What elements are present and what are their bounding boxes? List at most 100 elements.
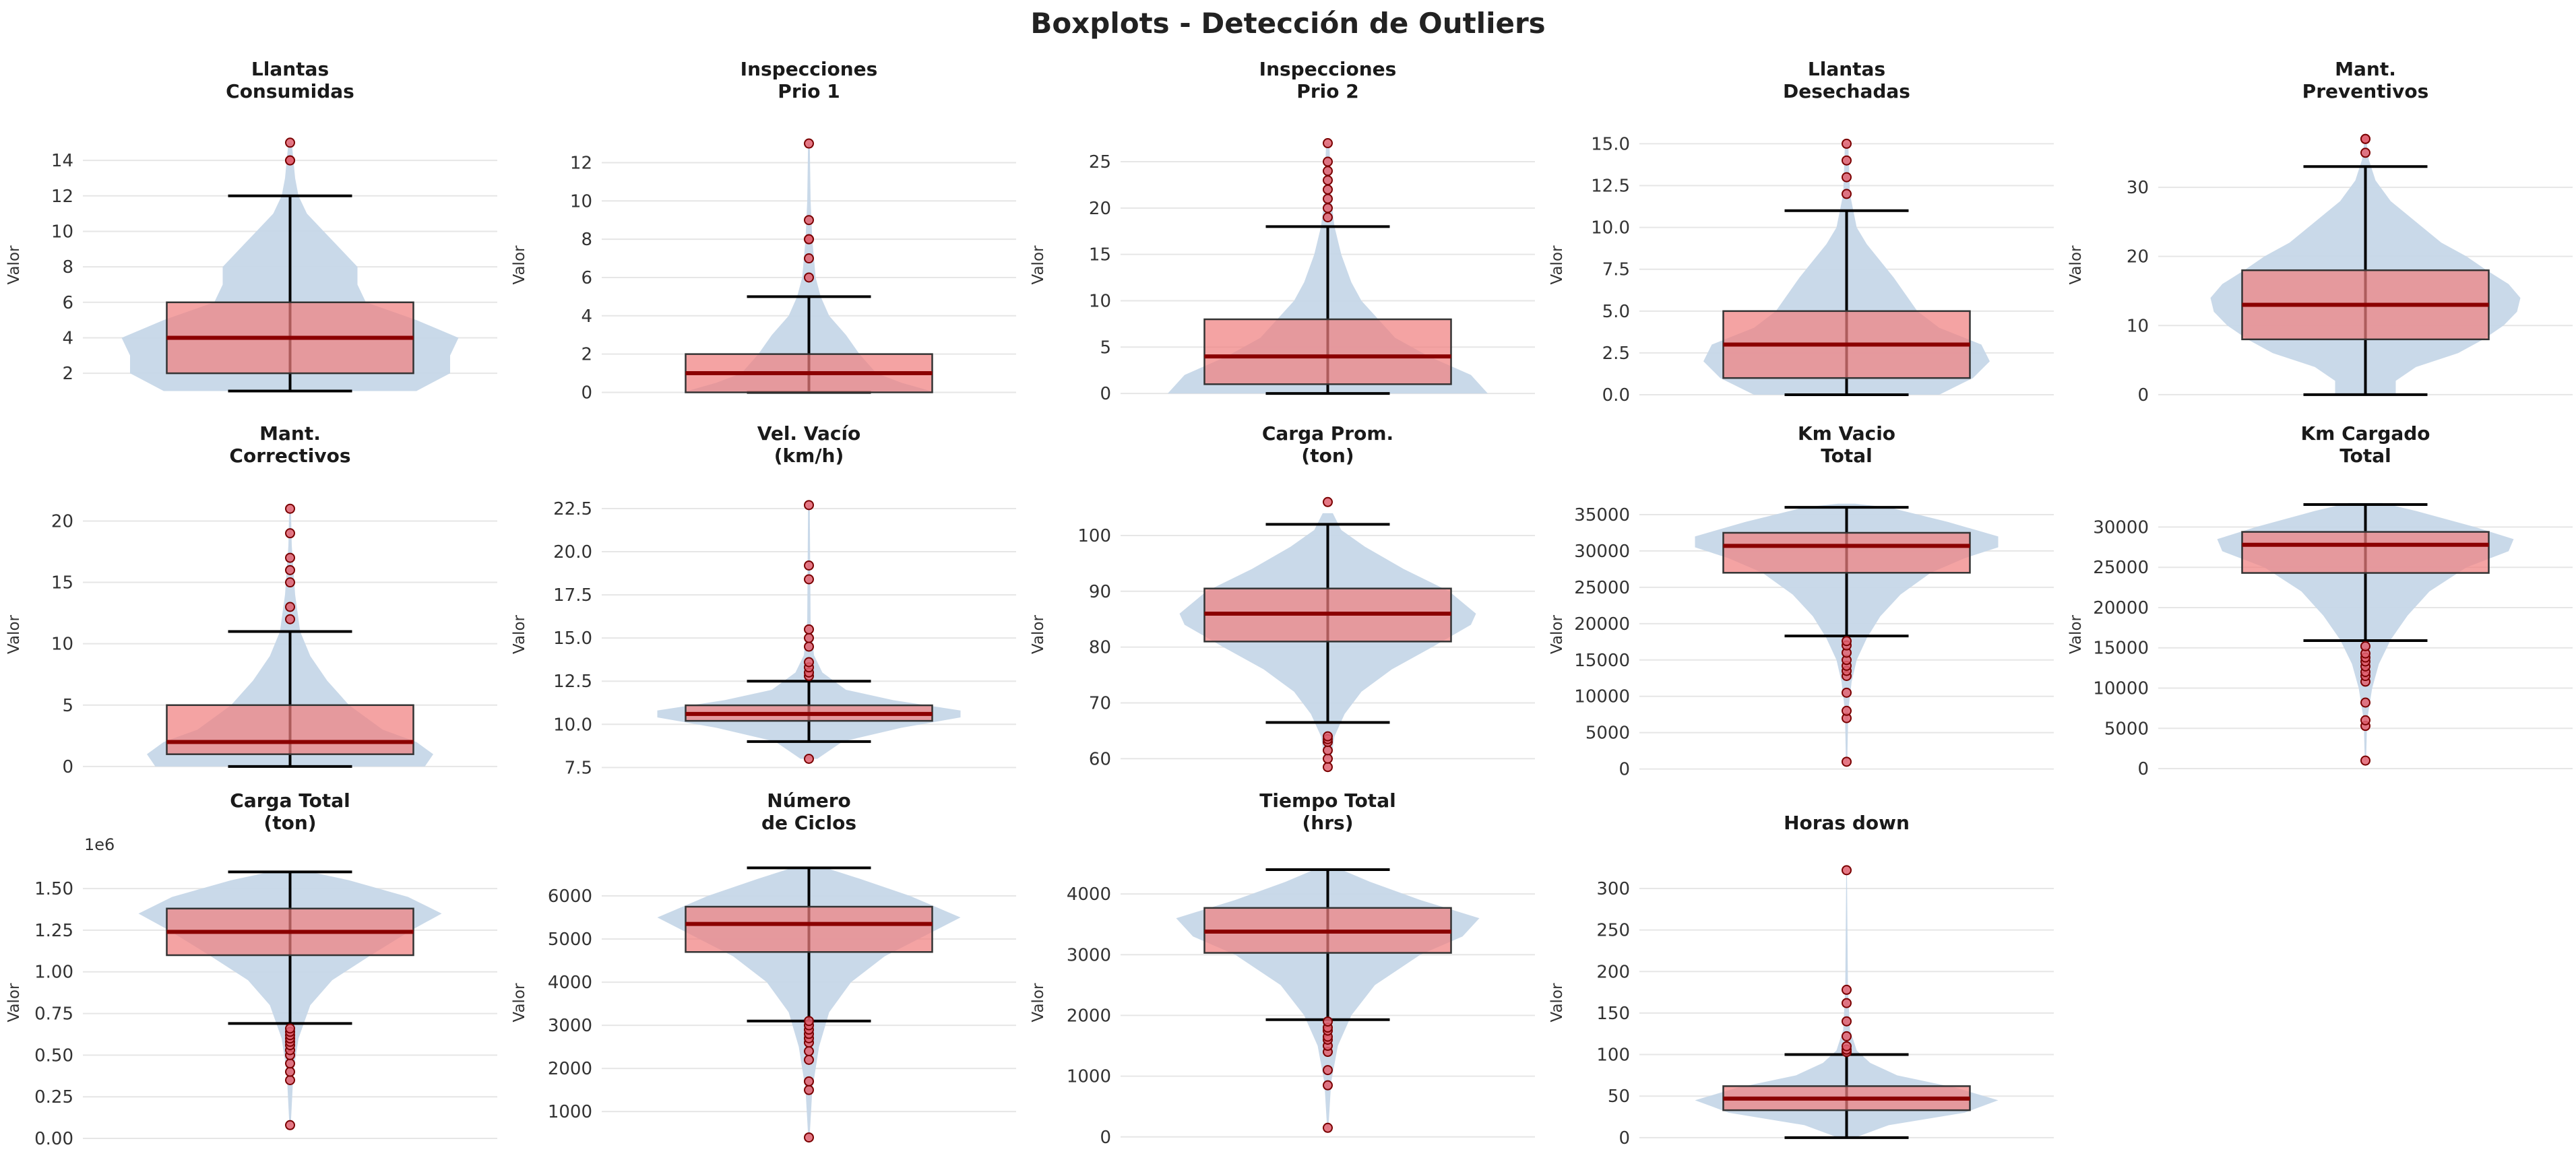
y-tick-label: 3000 <box>1067 945 1111 965</box>
iqr-box <box>685 905 933 953</box>
outlier-point <box>1323 203 1333 214</box>
y-tick-label: 0 <box>2137 759 2149 779</box>
outlier-point <box>1323 184 1333 195</box>
outlier-point <box>1842 998 1852 1008</box>
outlier-point <box>1842 865 1852 876</box>
subplot-title-line: Número <box>767 789 851 812</box>
y-tick-label: 15.0 <box>1591 134 1630 154</box>
outlier-point <box>804 641 814 652</box>
outlier-point <box>1323 731 1333 742</box>
outlier-point <box>1842 1041 1852 1052</box>
subplot-title-line: Total <box>1821 445 1873 467</box>
iqr-box <box>1722 531 1971 574</box>
y-tick-label: 6000 <box>548 886 592 907</box>
y-tick-label: 5 <box>62 696 73 716</box>
outlier-point <box>804 500 814 511</box>
outlier-point <box>1323 1065 1333 1076</box>
y-tick-label: 0 <box>62 757 73 777</box>
outlier-point <box>1323 212 1333 223</box>
subplot-9: 0 5000 10000 15000 20000 25000 30000 35000 Valor… <box>1548 422 2054 780</box>
outlier-point <box>2360 148 2370 158</box>
subplot-title-line: Preventivos <box>2302 80 2429 102</box>
subplot-8: 60 70 80 90 100 Valor Carga Prom. (ton) <box>1030 422 1535 773</box>
y-tick-label: 12 <box>570 153 592 173</box>
subplot-7: 7.5 10.0 12.5 15.0 17.5 20.0 22.5 Valor Vel. Vac… <box>511 422 1016 778</box>
y-tick-label: 7.5 <box>1602 260 1630 280</box>
y-tick-label: 30 <box>2127 178 2149 198</box>
subplot-title: Horas down <box>1784 812 1910 834</box>
outlier-point <box>1842 636 1852 647</box>
y-tick-label: 0.50 <box>34 1045 73 1066</box>
subplot-title-line: Km Vacio <box>1798 422 1895 445</box>
subplot-title-line: Vel. Vacío <box>757 422 861 445</box>
subplot-title-line: Inspecciones <box>1259 58 1397 80</box>
y-tick-label: 25 <box>1089 152 1111 172</box>
outlier-point <box>804 560 814 571</box>
y-tick-label: 5.0 <box>1602 302 1630 322</box>
y-axis-label: Valor <box>5 614 23 654</box>
subplot-1: 2 4 6 8 10 12 14 Valor Llantas Consumidas <box>5 58 497 393</box>
subplot-title: Llantas Desechadas <box>1783 58 1910 102</box>
y-axis-label: Valor <box>2067 245 2085 285</box>
y-tick-label: 70 <box>1089 693 1111 713</box>
y-tick-label: 10000 <box>1574 687 1630 707</box>
outlier-point <box>804 253 814 264</box>
y-tick-label: 8 <box>62 257 73 278</box>
outlier-point <box>285 137 295 148</box>
outlier-point <box>285 1058 295 1069</box>
outlier-point <box>804 1085 814 1095</box>
subplot-title-line: (hrs) <box>1302 812 1353 834</box>
y-tick-label: 6 <box>581 268 592 288</box>
y-tick-label: 25000 <box>1574 578 1630 598</box>
subplot-title: Mant. Preventivos <box>2302 58 2429 102</box>
y-tick-label: 0 <box>581 383 592 403</box>
subplot-title-line: Desechadas <box>1783 80 1910 102</box>
y-axis-label: Valor <box>1548 614 1566 654</box>
outlier-point <box>1842 138 1852 149</box>
y-tick-label: 5 <box>1100 337 1111 358</box>
outlier-point <box>804 215 814 226</box>
y-tick-label: 1.00 <box>34 963 73 983</box>
outlier-point <box>1842 1031 1852 1041</box>
outlier-point <box>1323 1080 1333 1091</box>
subplot-title-line: (ton) <box>263 812 316 834</box>
subplot-2: 0 2 4 6 8 10 12 Valor Inspecciones Prio 1 <box>511 58 1016 403</box>
y-tick-label: 15.0 <box>553 628 592 649</box>
y-tick-label: 4000 <box>548 973 592 993</box>
outlier-point <box>1842 687 1852 698</box>
subplot-6: 0 5 10 15 20 Valor Mant. Correctivos <box>5 422 497 777</box>
subplot-12: 1000 2000 3000 4000 5000 6000 Valor Número de Ci… <box>511 789 1016 1143</box>
outlier-point <box>1323 166 1333 176</box>
subplot-title-line: Prio 2 <box>1296 80 1358 102</box>
outlier-point <box>285 564 295 575</box>
outlier-point <box>1842 984 1852 995</box>
y-tick-label: 0.25 <box>34 1087 73 1107</box>
y-tick-label: 2.5 <box>1602 344 1630 364</box>
y-tick-label: 5000 <box>2104 719 2149 739</box>
outlier-point <box>285 1023 295 1034</box>
y-tick-label: 60 <box>1089 749 1111 769</box>
subplot-title-line: Tiempo Total <box>1259 789 1395 812</box>
outlier-point <box>1323 193 1333 204</box>
y-axis-label: Valor <box>1548 245 1566 285</box>
subplot-3: 0 5 10 15 20 25 Valor Inspecciones Prio 2 <box>1030 58 1535 404</box>
outlier-point <box>285 503 295 514</box>
y-tick-label: 1.25 <box>34 921 73 941</box>
outlier-point <box>1842 155 1852 166</box>
subplot-title-line: Consumidas <box>226 80 354 102</box>
y-axis-label: Valor <box>511 983 528 1023</box>
y-tick-label: 10 <box>51 222 73 242</box>
y-axis-label: Valor <box>1030 245 1047 285</box>
y-tick-label: 2000 <box>1067 1006 1111 1026</box>
y-tick-label: 50 <box>1608 1087 1630 1107</box>
outlier-point <box>804 234 814 245</box>
y-tick-label: 6 <box>62 293 73 313</box>
outlier-point <box>285 1066 295 1077</box>
subplot-title: Carga Prom. (ton) <box>1262 422 1393 467</box>
outlier-point <box>804 657 814 668</box>
outlier-point <box>804 1132 814 1143</box>
y-tick-label: 80 <box>1089 638 1111 658</box>
y-tick-label: 300 <box>1596 879 1630 899</box>
subplot-title-line: Inspecciones <box>741 58 878 80</box>
